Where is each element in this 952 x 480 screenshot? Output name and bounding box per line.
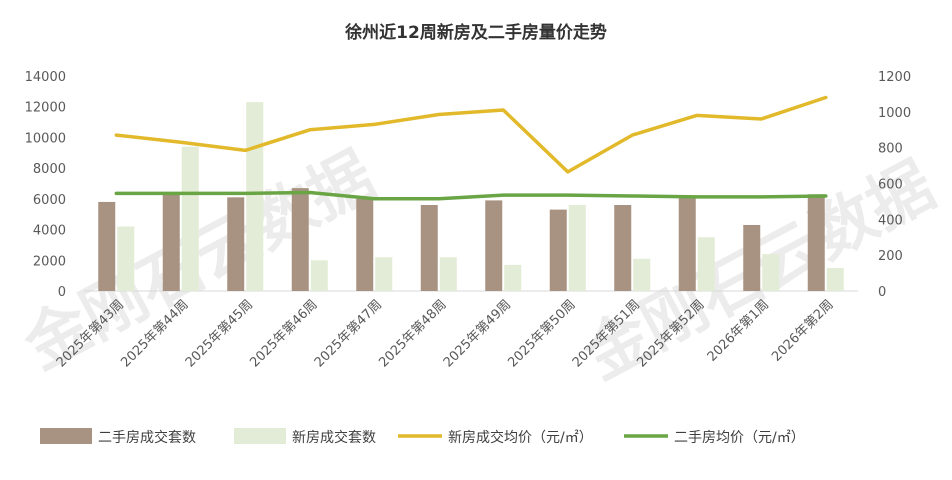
legend-label-2: 新房成交套数	[292, 429, 376, 446]
legend-label-1: 二手房成交套数	[98, 429, 196, 446]
x-tick-label: 2025年第46周	[247, 297, 320, 370]
bar-new-house-count	[246, 102, 264, 291]
y-left-tick-label: 12000	[25, 101, 66, 116]
bar-second-hand-count	[98, 201, 116, 291]
line-new-house-price	[114, 95, 828, 174]
bar-new-house-count	[633, 258, 651, 291]
bar-new-house-count	[568, 205, 586, 291]
x-tick-label: 2025年第48周	[376, 297, 449, 370]
x-tick-label: 2026年第2周	[769, 297, 836, 364]
y-left-tick-label: 0	[58, 285, 66, 300]
y-right-tick-label: 200	[878, 249, 903, 264]
y-left-tick-label: 10000	[25, 131, 66, 146]
bar-second-hand-count	[356, 198, 374, 291]
bar-second-hand-count	[678, 197, 696, 291]
y-left-tick-label: 6000	[33, 193, 66, 208]
x-tick-label: 2025年第49周	[441, 297, 514, 370]
bar-second-hand-count	[549, 209, 567, 291]
bar-second-hand-count	[614, 205, 632, 291]
y-left-tick-label: 14000	[25, 70, 66, 85]
bar-second-hand-count	[227, 197, 245, 291]
bar-second-hand-count	[420, 205, 438, 291]
bar-second-hand-count	[743, 224, 761, 291]
legend-label-3: 新房成交均价（元/㎡）	[448, 429, 593, 446]
y-left-tick-label: 8000	[33, 162, 66, 177]
y-right-tick-label: 1200	[878, 70, 911, 85]
bar-new-house-count	[181, 146, 199, 291]
line-second-hand-price	[114, 190, 828, 201]
bar-new-house-count	[697, 237, 715, 291]
y-left-tick-label: 2000	[33, 254, 66, 269]
y-right-tick-label: 600	[878, 178, 903, 193]
y-right-tick-label: 400	[878, 213, 903, 228]
legend-swatch-2	[234, 428, 286, 444]
bar-new-house-count	[762, 254, 780, 291]
bar-new-house-count	[504, 264, 522, 291]
bar-second-hand-count	[291, 188, 309, 291]
y-right-tick-label: 800	[878, 142, 903, 157]
bar-second-hand-count	[162, 192, 180, 291]
x-tick-label: 2025年第47周	[312, 297, 385, 370]
bar-new-house-count	[310, 260, 328, 291]
bar-second-hand-count	[485, 200, 503, 291]
legend-swatch-1	[40, 428, 92, 444]
y-right-tick-label: 1000	[878, 106, 911, 121]
y-right-tick-label: 0	[878, 285, 886, 300]
x-tick-label: 2025年第45周	[183, 297, 256, 370]
bar-new-house-count	[439, 257, 457, 291]
bar-new-house-count	[375, 257, 393, 291]
bar-new-house-count	[826, 267, 844, 291]
legend-label-4: 二手房均价（元/㎡）	[674, 430, 805, 446]
chart-title: 徐州近12周新房及二手房量价走势	[345, 23, 607, 43]
x-tick-label: 2025年第50周	[505, 297, 578, 370]
bar-new-house-count	[117, 226, 135, 291]
y-left-tick-label: 4000	[33, 224, 66, 239]
bar-second-hand-count	[807, 194, 825, 291]
